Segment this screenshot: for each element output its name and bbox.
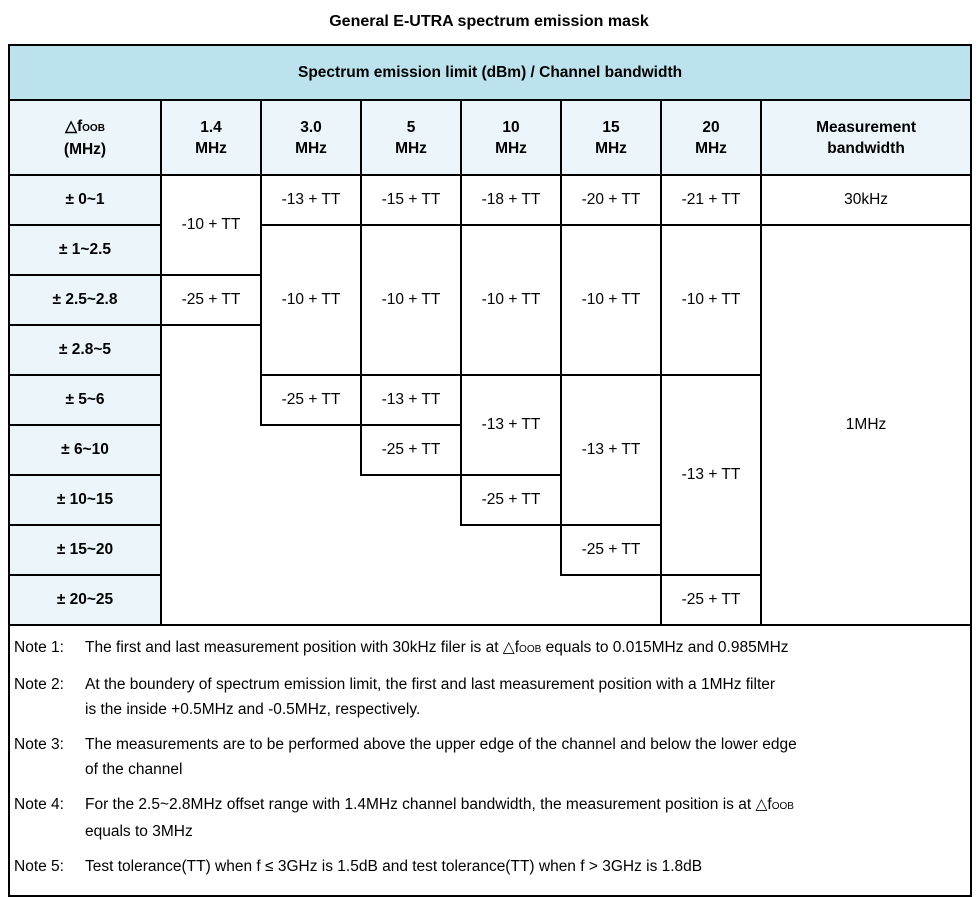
row-label-20-25: ± 20~25 [8, 574, 162, 626]
note-1: Note 1: The first and last measurement p… [14, 635, 962, 662]
col-header-3-0mhz: 3.0 MHz [260, 99, 362, 176]
foob-symbol: △fOOB [65, 117, 105, 135]
cell-15mhz-rows2-4: -10 + TT [560, 224, 662, 376]
col-header-1-4mhz: 1.4 MHz [160, 99, 262, 176]
row-label-5-6: ± 5~6 [8, 374, 162, 426]
note-4-text: For the 2.5~2.8MHz offset range with 1.4… [85, 796, 794, 840]
note-2-label: Note 2: [14, 676, 64, 693]
note-5-label: Note 5: [14, 858, 64, 875]
cell-10mhz-row7: -25 + TT [460, 474, 562, 526]
note-5-text: Test tolerance(TT) when f ≤ 3GHz is 1.5d… [85, 858, 703, 875]
cell-5mhz-empty-region [361, 475, 461, 625]
note-1-label: Note 1: [14, 639, 64, 656]
row-label-1-2-5: ± 1~2.5 [8, 224, 162, 276]
row-label-2-5-2-8: ± 2.5~2.8 [8, 274, 162, 326]
table-row: ± 2.8~5 [8, 324, 971, 376]
table-header: Spectrum emission limit (dBm) / Channel … [7, 44, 973, 101]
table-header-row: Spectrum emission limit (dBm) / Channel … [7, 44, 973, 101]
col-header-10mhz: 10 MHz [460, 99, 562, 176]
note-3-label: Note 3: [14, 736, 64, 753]
note-1-text: The first and last measurement position … [85, 639, 789, 656]
cell-20mhz-rows2-4: -10 + TT [660, 224, 762, 376]
cell-10mhz-row1: -18 + TT [460, 174, 562, 226]
cell-5mhz-row1: -15 + TT [360, 174, 462, 226]
notes-row: Note 1: The first and last measurement p… [7, 624, 973, 897]
cell-20mhz-rows5-8: -13 + TT [660, 374, 762, 576]
note-5: Note 5: Test tolerance(TT) when f ≤ 3GHz… [14, 854, 962, 879]
cell-3-0mhz-row1: -13 + TT [260, 174, 362, 226]
cell-1-4mhz-rows1-2: -10 + TT [160, 174, 262, 276]
notes-section: Note 1: The first and last measurement p… [7, 624, 973, 897]
cell-15mhz-empty-region [561, 575, 661, 625]
cell-5mhz-row5: -13 + TT [360, 374, 462, 426]
table-row: ± 1~2.5 -10 + TT -10 + TT -10 + TT -10 +… [8, 224, 973, 626]
table-row: ± 2.5~2.8 -25 + TT [8, 274, 971, 326]
row-label-2-8-5: ± 2.8~5 [8, 324, 162, 376]
cell-10mhz-rows5-6: -13 + TT [460, 374, 562, 476]
cell-10mhz-rows2-4: -10 + TT [460, 224, 562, 376]
cell-15mhz-row8: -25 + TT [560, 524, 662, 576]
cell-5mhz-rows2-4: -10 + TT [360, 224, 462, 376]
cell-3-0mhz-row5: -25 + TT [260, 374, 362, 426]
note-3: Note 3: The measurements are to be perfo… [14, 732, 962, 782]
cell-3-0mhz-empty-region [261, 425, 361, 625]
note-4-label: Note 4: [14, 796, 64, 813]
page-title: General E-UTRA spectrum emission mask [329, 13, 649, 30]
cell-5mhz-row6: -25 + TT [360, 424, 462, 476]
col-header-5mhz: 5 MHz [360, 99, 462, 176]
table-row: ± 15~20 -25 + TT [8, 524, 971, 576]
cell-20mhz-row9: -25 + TT [660, 574, 762, 626]
col-header-15mhz: 15 MHz [560, 99, 662, 176]
cell-15mhz-rows5-7: -13 + TT [560, 374, 662, 526]
row-label-6-10: ± 6~10 [8, 424, 162, 476]
cell-10mhz-empty-region [461, 525, 561, 625]
cell-1-4mhz-row3: -25 + TT [160, 274, 262, 326]
table-row: ± 6~10 -25 + TT [8, 424, 971, 476]
row-label-10-15: ± 10~15 [8, 474, 162, 526]
note-3-text: The measurements are to be performed abo… [85, 736, 797, 778]
note-2-text: At the boundery of spectrum emission lim… [85, 676, 776, 718]
cell-3-0mhz-rows2-4: -10 + TT [260, 224, 362, 376]
table-row: ± 10~15 -25 + TT [8, 474, 971, 526]
spectrum-emission-mask-table: Spectrum emission limit (dBm) / Channel … [7, 44, 973, 897]
note-4: Note 4: For the 2.5~2.8MHz offset range … [14, 792, 962, 844]
table-row: ± 0~1 -10 + TT -13 + TT -15 + TT -18 + T… [8, 174, 973, 276]
cell-15mhz-row1: -20 + TT [560, 174, 662, 226]
col-header-foob: △fOOB (MHz) [8, 99, 162, 176]
col-header-measurement-bandwidth: Measurement bandwidth [759, 99, 973, 176]
cell-measurement-1mhz: 1MHz [759, 224, 973, 626]
cell-measurement-30khz: 30kHz [759, 174, 973, 226]
foob-subscript: OOB [82, 122, 105, 134]
table-row: ± 5~6 -25 + TT -13 + TT -13 + TT -13 + T… [8, 374, 971, 576]
cell-1-4mhz-empty-region [161, 325, 261, 625]
foob-unit: (MHz) [63, 140, 107, 158]
table-row: ± 20~25 -25 + TT [8, 574, 971, 626]
row-label-0-1: ± 0~1 [8, 174, 162, 226]
column-header-row: △fOOB (MHz) 1.4 MHz 3.0 MHz 5 MHz 10 MHz 15 M… [8, 99, 973, 176]
note-2: Note 2: At the boundery of spectrum emis… [14, 672, 962, 722]
col-header-20mhz: 20 MHz [660, 99, 762, 176]
row-label-15-20: ± 15~20 [8, 524, 162, 576]
cell-20mhz-row1: -21 + TT [660, 174, 762, 226]
